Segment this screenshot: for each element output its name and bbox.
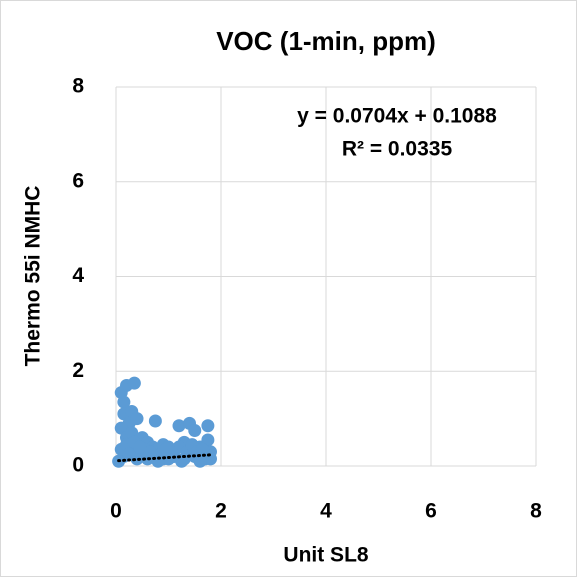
trendline [117,453,212,463]
point [201,433,215,447]
point [130,412,144,426]
y-axis-label: Thermo 55i NMHC [22,186,45,367]
trendline-equation: y = 0.0704x + 0.1088 [297,105,497,128]
x-tick-label: 4 [320,500,332,523]
point [193,454,207,468]
point [148,414,162,428]
point [196,442,210,456]
y-tick-label: 0 [72,454,84,477]
y-tick-label: 2 [72,359,84,382]
point [133,440,147,454]
point [114,421,128,435]
x-tick-label: 8 [530,500,542,523]
trendline-r-squared: R² = 0.0335 [342,138,453,161]
point [172,419,186,433]
x-axis-label: Unit SL8 [283,544,368,567]
point [188,423,202,437]
point [122,447,136,461]
y-tick-label: 4 [72,264,84,287]
x-tick-label: 0 [110,500,122,523]
chart-title: VOC (1-min, ppm) [216,26,436,56]
y-tick-label: 6 [72,169,84,192]
x-tick-label: 6 [425,500,437,523]
x-tick-label: 2 [215,500,227,523]
y-tick-label: 8 [72,75,84,98]
point [117,395,131,409]
point [159,442,173,456]
point [127,376,141,390]
point [201,419,215,433]
